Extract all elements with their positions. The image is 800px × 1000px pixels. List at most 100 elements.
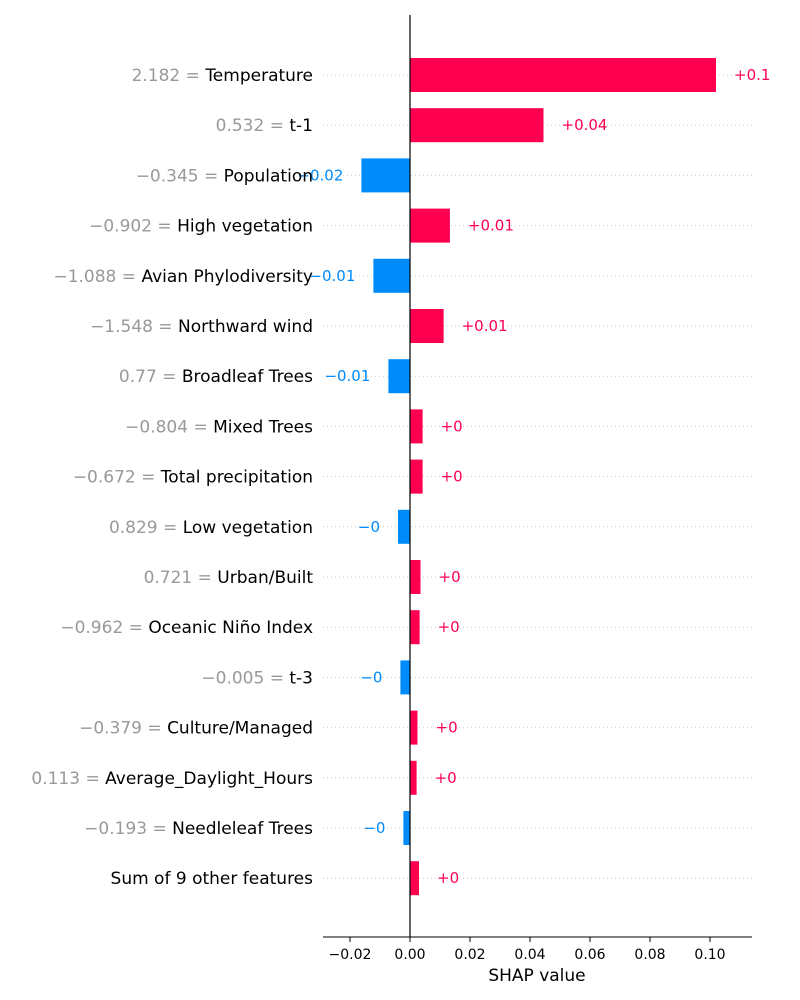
feature-label: −0.345 = Population bbox=[136, 166, 313, 186]
equals-sign: = bbox=[158, 518, 183, 538]
feature-name: High vegetation bbox=[177, 217, 313, 237]
feature-name: Northward wind bbox=[178, 317, 313, 337]
feature-label: −0.804 = Mixed Trees bbox=[125, 417, 313, 437]
bar-value-label: −0.01 bbox=[324, 367, 370, 385]
equals-sign: = bbox=[80, 769, 105, 789]
x-tick-label: 0.00 bbox=[394, 947, 425, 963]
bar bbox=[410, 760, 417, 795]
bar-value-label: +0.1 bbox=[734, 66, 770, 84]
feature-label: −1.088 = Avian Phylodiversity bbox=[53, 267, 313, 287]
equals-sign: = bbox=[116, 267, 141, 287]
bar bbox=[410, 208, 450, 243]
equals-sign: = bbox=[199, 166, 224, 186]
row-guides bbox=[323, 74, 752, 879]
bar-value-label: +0.01 bbox=[468, 217, 514, 235]
bar-value-label: −0 bbox=[363, 819, 385, 837]
feature-label: −0.902 = High vegetation bbox=[89, 217, 313, 237]
bar bbox=[373, 258, 410, 293]
equals-sign: = bbox=[123, 618, 148, 638]
feature-name: Sum of 9 other features bbox=[111, 869, 314, 889]
bar bbox=[410, 610, 420, 645]
feature-value: 2.182 bbox=[132, 66, 181, 86]
feature-label: 0.532 = t-1 bbox=[216, 116, 313, 136]
feature-value: 0.721 bbox=[144, 568, 193, 588]
feature-value: −1.088 bbox=[53, 267, 116, 287]
feature-label: −0.962 = Oceanic Niño Index bbox=[60, 618, 313, 638]
equals-sign: = bbox=[188, 417, 213, 437]
feature-value: 0.532 bbox=[216, 116, 265, 136]
feature-name: Culture/Managed bbox=[167, 719, 313, 739]
x-tick-label: 0.10 bbox=[694, 947, 725, 963]
bar-value-label: +0 bbox=[438, 618, 460, 636]
x-tick-label: −0.02 bbox=[329, 947, 372, 963]
feature-label: 0.113 = Average_Daylight_Hours bbox=[31, 769, 313, 789]
feature-name: t-3 bbox=[289, 668, 313, 688]
bar bbox=[403, 811, 410, 845]
feature-name: Total precipitation bbox=[160, 468, 313, 488]
feature-label: −0.193 = Needleleaf Trees bbox=[84, 819, 313, 839]
equals-sign: = bbox=[192, 568, 217, 588]
feature-name: Temperature bbox=[204, 66, 313, 86]
feature-label: −0.005 = t-3 bbox=[201, 668, 313, 688]
bars bbox=[361, 58, 716, 896]
bar-value-label: +0 bbox=[435, 769, 457, 787]
feature-label: −1.548 = Northward wind bbox=[90, 317, 313, 337]
bar bbox=[400, 660, 410, 695]
bar-value-label: −0 bbox=[358, 518, 380, 536]
feature-name: Oceanic Niño Index bbox=[148, 618, 313, 638]
feature-name: Low vegetation bbox=[183, 518, 313, 538]
feature-name: Average_Daylight_Hours bbox=[105, 769, 313, 789]
bar bbox=[410, 409, 423, 444]
x-tick-label: 0.04 bbox=[514, 947, 545, 963]
bar-value-labels: +0.1 +0.04 −0.02 +0.01 −0.01 +0.01 −0.01 +0 +0 −0… bbox=[297, 66, 770, 887]
feature-label: Sum of 9 other features bbox=[111, 869, 314, 889]
bar-value-label: +0.04 bbox=[562, 116, 608, 134]
bar-value-label: +0 bbox=[436, 719, 458, 737]
bar bbox=[410, 459, 423, 494]
x-axis-title: SHAP value bbox=[488, 966, 585, 986]
feature-name: Broadleaf Trees bbox=[182, 367, 313, 387]
feature-value: −1.548 bbox=[90, 317, 153, 337]
bar-value-label: +0.01 bbox=[462, 317, 508, 335]
bar bbox=[398, 509, 410, 544]
bar-value-label: −0.02 bbox=[297, 166, 343, 184]
feature-name: Mixed Trees bbox=[213, 417, 313, 437]
bar-value-label: +0 bbox=[441, 417, 463, 435]
x-tick-label: 0.08 bbox=[634, 947, 665, 963]
feature-name: Urban/Built bbox=[217, 568, 313, 588]
equals-sign: = bbox=[147, 819, 172, 839]
feature-value: 0.77 bbox=[119, 367, 157, 387]
equals-sign: = bbox=[157, 367, 182, 387]
equals-sign: = bbox=[142, 719, 167, 739]
equals-sign: = bbox=[136, 468, 161, 488]
bar bbox=[410, 560, 421, 594]
bar-value-label: −0 bbox=[360, 668, 382, 686]
equals-sign: = bbox=[152, 217, 177, 237]
feature-name: Needleleaf Trees bbox=[172, 819, 313, 839]
feature-name: Population bbox=[224, 166, 313, 186]
bar bbox=[388, 359, 410, 394]
feature-value: 0.113 bbox=[31, 769, 80, 789]
bar bbox=[410, 861, 419, 896]
x-tick-label: 0.06 bbox=[574, 947, 605, 963]
feature-value: −0.193 bbox=[84, 819, 147, 839]
bar bbox=[410, 58, 716, 92]
feature-value: −0.379 bbox=[79, 719, 142, 739]
bar bbox=[410, 309, 444, 343]
feature-name: t-1 bbox=[289, 116, 313, 136]
bar bbox=[361, 158, 410, 193]
equals-sign: = bbox=[153, 317, 178, 337]
feature-value: −0.902 bbox=[89, 217, 152, 237]
bar bbox=[410, 710, 418, 745]
feature-value: −0.005 bbox=[201, 668, 264, 688]
x-tick-label: 0.02 bbox=[454, 947, 485, 963]
feature-label: −0.379 = Culture/Managed bbox=[79, 719, 313, 739]
feature-label: 0.721 = Urban/Built bbox=[144, 568, 314, 588]
feature-name: Avian Phylodiversity bbox=[141, 267, 313, 287]
bar-value-label: −0.01 bbox=[309, 267, 355, 285]
bar-value-label: +0 bbox=[437, 869, 459, 887]
bar bbox=[410, 108, 544, 143]
feature-labels: 2.182 = Temperature 0.532 = t-1 −0.345 = P… bbox=[31, 66, 313, 889]
x-axis: −0.02 0.00 0.02 0.04 0.06 0.08 0.10 bbox=[323, 936, 752, 963]
